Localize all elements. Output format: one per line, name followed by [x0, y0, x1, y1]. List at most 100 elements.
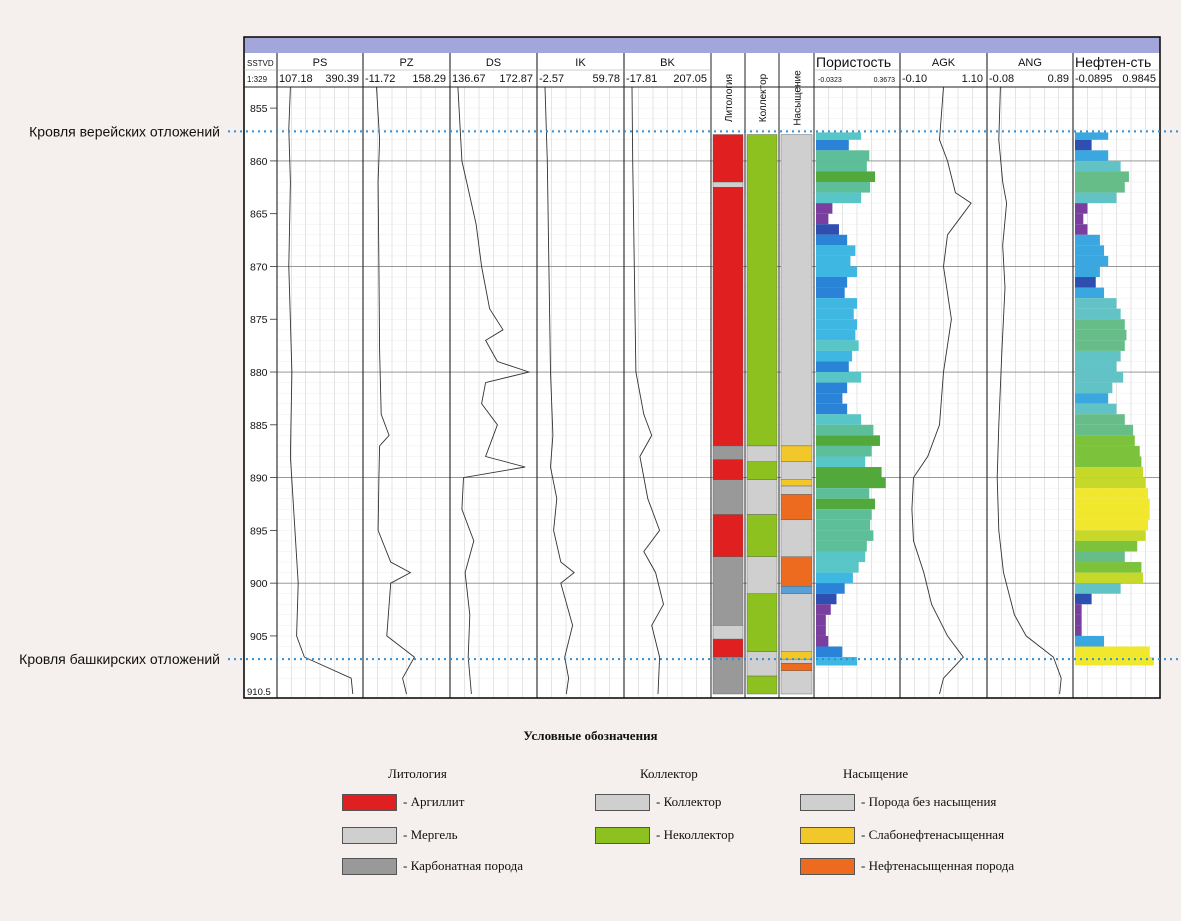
- track-title-collector: Коллектор: [758, 73, 769, 122]
- porosity-bar: [816, 213, 829, 225]
- saturation-interval: [780, 670, 813, 695]
- lithology-interval: [712, 139, 744, 183]
- oil-saturation-bar: [1075, 614, 1082, 626]
- legend-label: - Порода без насыщения: [861, 794, 997, 809]
- track-title-bk: BK: [660, 57, 675, 69]
- oil-saturation-bar: [1075, 255, 1109, 267]
- collector-interval: [746, 556, 778, 594]
- panel-frame: [243, 36, 1161, 699]
- porosity-bar: [816, 540, 867, 552]
- track-title-lithology: Литология: [724, 74, 735, 122]
- track-title-ps: PS: [313, 57, 328, 69]
- saturation-interval: [780, 479, 813, 487]
- oil-saturation-bar: [1075, 583, 1121, 594]
- legend-swatch: [342, 793, 397, 811]
- oil-saturation-bar: [1075, 424, 1134, 436]
- legend-item-weak-oil: - Слабонефтенасыщенная: [800, 824, 1004, 846]
- oil-saturation-bar: [1075, 203, 1088, 214]
- oil-saturation-bar: [1075, 403, 1117, 415]
- oil-saturation-bar: [1075, 234, 1100, 246]
- oil-saturation-bar: [1075, 382, 1113, 394]
- oil-saturation-bar: [1075, 562, 1142, 573]
- collector-interval: [746, 461, 778, 480]
- porosity-bar: [816, 657, 857, 666]
- oil-saturation-bar: [1075, 139, 1092, 151]
- lithology-interval: [712, 656, 744, 695]
- log-curve-agk: [911, 86, 972, 695]
- depth-tick-label: 860: [250, 156, 268, 168]
- oil-saturation-bar: [1075, 224, 1088, 235]
- collector-interval: [746, 514, 778, 557]
- saturation-interval: [780, 593, 813, 652]
- saturation-interval: [780, 651, 813, 660]
- porosity-bar: [816, 456, 866, 468]
- log-curve-bk: [631, 86, 664, 695]
- scale-label: 1:329: [247, 75, 268, 84]
- legend-label: - Мергель: [403, 827, 458, 842]
- legend-item-marl: - Мергель: [342, 824, 458, 846]
- legend-heading-saturation: Насыщение: [843, 766, 909, 781]
- depth-header-label: SSTVD: [247, 59, 274, 68]
- oil-saturation-bar: [1075, 445, 1140, 457]
- track-title-porosity: Пористость: [816, 54, 891, 70]
- lithology-interval: [712, 556, 744, 626]
- track-max-porosity: 0.3673: [874, 77, 896, 84]
- collector-interval: [746, 445, 778, 462]
- legend-label: - Аргиллит: [403, 794, 465, 809]
- oil-saturation-bar: [1075, 266, 1100, 278]
- porosity-bar: [816, 308, 854, 320]
- porosity-bar: [816, 583, 845, 594]
- oil-saturation-bar: [1075, 657, 1154, 666]
- porosity-bar: [816, 519, 871, 531]
- lithology-interval: [712, 134, 744, 140]
- oil-saturation-bar: [1075, 372, 1124, 383]
- track-max-ang: 0.89: [1048, 73, 1069, 85]
- porosity-bar: [816, 562, 859, 573]
- porosity-bar: [816, 255, 851, 267]
- oil-saturation-bar: [1075, 488, 1149, 499]
- porosity-bar: [816, 150, 870, 161]
- porosity-bar: [816, 498, 876, 510]
- track-title-ik: IK: [575, 57, 586, 69]
- oil-saturation-bar: [1075, 171, 1129, 183]
- oil-saturation-bar: [1075, 456, 1142, 468]
- saturation-interval: [780, 663, 813, 671]
- depth-tick-label: 865: [250, 209, 268, 221]
- legend-swatch: [595, 826, 650, 844]
- oil-saturation-bar: [1075, 329, 1127, 341]
- porosity-bar: [816, 572, 853, 584]
- porosity-bar: [816, 372, 862, 383]
- porosity-bar: [816, 509, 872, 520]
- porosity-bar: [816, 224, 839, 235]
- track-max-pz: 158.29: [412, 73, 446, 85]
- legend-item-argillite: - Аргиллит: [342, 791, 464, 813]
- porosity-bar: [816, 350, 853, 362]
- porosity-bar: [816, 298, 857, 309]
- porosity-bar: [816, 266, 857, 278]
- depth-tick-label: 855: [250, 103, 268, 115]
- porosity-bar: [816, 139, 849, 151]
- track-min-bk: -17.81: [626, 73, 657, 85]
- oil-saturation-bar: [1075, 182, 1125, 193]
- track-title-ds: DS: [486, 57, 501, 69]
- depth-tick-label: 875: [250, 314, 268, 326]
- lithology-interval: [712, 638, 744, 658]
- track-max-bk: 207.05: [673, 73, 707, 85]
- legend-label: - Нефтенасыщенная порода: [861, 858, 1015, 873]
- lithology-interval: [712, 625, 744, 640]
- oil-saturation-bar: [1075, 540, 1138, 552]
- oil-saturation-bar: [1075, 435, 1135, 446]
- log-curve-ds: [457, 86, 531, 695]
- depth-tick-label: 890: [250, 473, 268, 485]
- log-curve-ps: [288, 86, 354, 695]
- saturation-interval: [780, 494, 813, 521]
- oil-saturation-bar: [1075, 350, 1121, 362]
- oil-saturation-bar: [1075, 340, 1125, 351]
- porosity-bar: [816, 625, 826, 636]
- legend-item-carbonate: - Карбонатная порода: [342, 855, 523, 877]
- oil-saturation-bar: [1075, 646, 1150, 658]
- porosity-bar: [816, 393, 843, 404]
- legend-item-noncollector: - Неколлектор: [595, 824, 734, 846]
- track-min-ik: -2.57: [539, 73, 564, 85]
- header-bar: [244, 37, 1160, 53]
